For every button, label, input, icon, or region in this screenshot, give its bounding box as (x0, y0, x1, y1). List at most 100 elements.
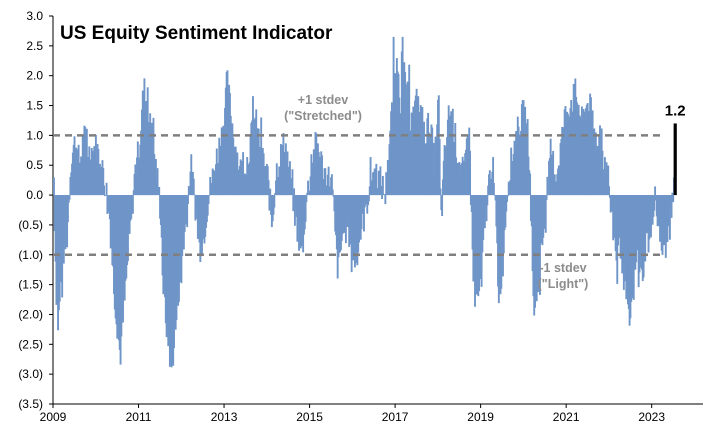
bar (289, 161, 291, 196)
bar (103, 185, 106, 196)
bar (106, 195, 109, 214)
bar (130, 195, 133, 219)
bar-series (53, 36, 675, 368)
x-tick-label: 2023 (638, 410, 665, 424)
x-tick-label: 2017 (382, 410, 409, 424)
minus-one-stdev-label: -1 stdev (539, 261, 586, 275)
bar (53, 177, 55, 196)
y-tick-label: (3.0) (18, 367, 43, 381)
bar (260, 117, 263, 196)
bar (485, 195, 488, 222)
bar (539, 195, 541, 295)
y-tick-label: (2.0) (18, 307, 43, 321)
bar (344, 195, 347, 244)
bar (383, 194, 386, 196)
latest-value-bar (673, 123, 677, 196)
bar (671, 192, 674, 196)
bar (650, 195, 652, 238)
bar (506, 195, 509, 197)
bar (102, 168, 105, 196)
bar (304, 195, 307, 222)
y-tick-label: (3.5) (18, 397, 43, 411)
bar (505, 195, 508, 212)
x-tick-label: 2011 (126, 410, 152, 424)
bar (483, 195, 486, 229)
bar (190, 154, 193, 196)
bar (492, 157, 495, 196)
bar (670, 195, 673, 218)
bar (360, 195, 363, 230)
stretched-label: ("Stretched") (284, 109, 362, 123)
bar (441, 195, 444, 216)
bar (438, 138, 441, 196)
bar (381, 195, 384, 199)
bar (267, 180, 270, 196)
y-axis: 3.0 2.5 2.0 1.5 1.0 0.5 0.0 (0.5) (1.0) (1.5) (2.0… (18, 9, 54, 411)
y-tick-label: 3.0 (26, 9, 43, 23)
bar (381, 175, 384, 196)
bar (268, 195, 271, 211)
bar (363, 195, 365, 232)
bar (668, 195, 671, 240)
bar (154, 158, 157, 196)
bar (469, 150, 472, 196)
chart-title: US Equity Sentiment Indicator (60, 23, 333, 44)
bar (506, 195, 509, 202)
x-tick-label: 2021 (553, 410, 580, 424)
light-label: ("Light") (538, 277, 589, 291)
bar (552, 150, 555, 196)
bar (331, 189, 334, 196)
bar (546, 176, 549, 196)
bar (488, 170, 491, 196)
y-tick-label: 0.0 (26, 188, 43, 202)
bar (66, 195, 69, 223)
bar (293, 188, 296, 196)
bar (529, 173, 532, 196)
bar (380, 185, 383, 196)
x-tick-label: 2009 (40, 410, 67, 424)
bar (545, 195, 548, 201)
bar (325, 185, 328, 196)
y-tick-label: 1.5 (26, 99, 43, 113)
bar (672, 195, 675, 203)
x-axis: 2009 2011 2013 2015 2017 2019 2021 2023 (40, 403, 703, 424)
bar (307, 180, 310, 196)
bar (343, 195, 346, 233)
latest-value-label: 1.2 (665, 102, 686, 119)
y-tick-label: 0.5 (26, 158, 43, 172)
bar (305, 195, 308, 203)
bar (192, 178, 195, 196)
bar (209, 176, 212, 196)
x-tick-label: 2015 (296, 410, 323, 424)
annotations: +1 stdev ("Stretched") -1 stdev ("Light") 1.… (284, 93, 686, 291)
bar (654, 186, 657, 196)
y-tick-label: (1.5) (18, 278, 43, 292)
bar (275, 163, 278, 196)
bar (408, 64, 411, 196)
bar (492, 182, 495, 196)
bar (330, 174, 333, 196)
bar (653, 195, 656, 211)
y-tick-label: (0.5) (18, 218, 43, 232)
plus-one-stdev-label: +1 stdev (298, 93, 348, 107)
bar (158, 186, 161, 196)
bar (544, 195, 547, 233)
bar (373, 168, 376, 196)
bar (609, 195, 612, 213)
bar (291, 169, 294, 196)
bar (324, 168, 327, 196)
bar (375, 163, 378, 196)
bar (68, 195, 71, 200)
bar (328, 186, 331, 196)
bar (273, 195, 276, 208)
bar (384, 195, 387, 205)
y-tick-label: 1.0 (26, 128, 43, 142)
bar (206, 195, 209, 216)
bar (363, 195, 366, 208)
y-tick-label: 2.5 (26, 39, 43, 53)
bar (186, 195, 189, 228)
bar (507, 181, 510, 196)
bar (242, 152, 245, 196)
x-tick-label: 2019 (467, 410, 494, 424)
